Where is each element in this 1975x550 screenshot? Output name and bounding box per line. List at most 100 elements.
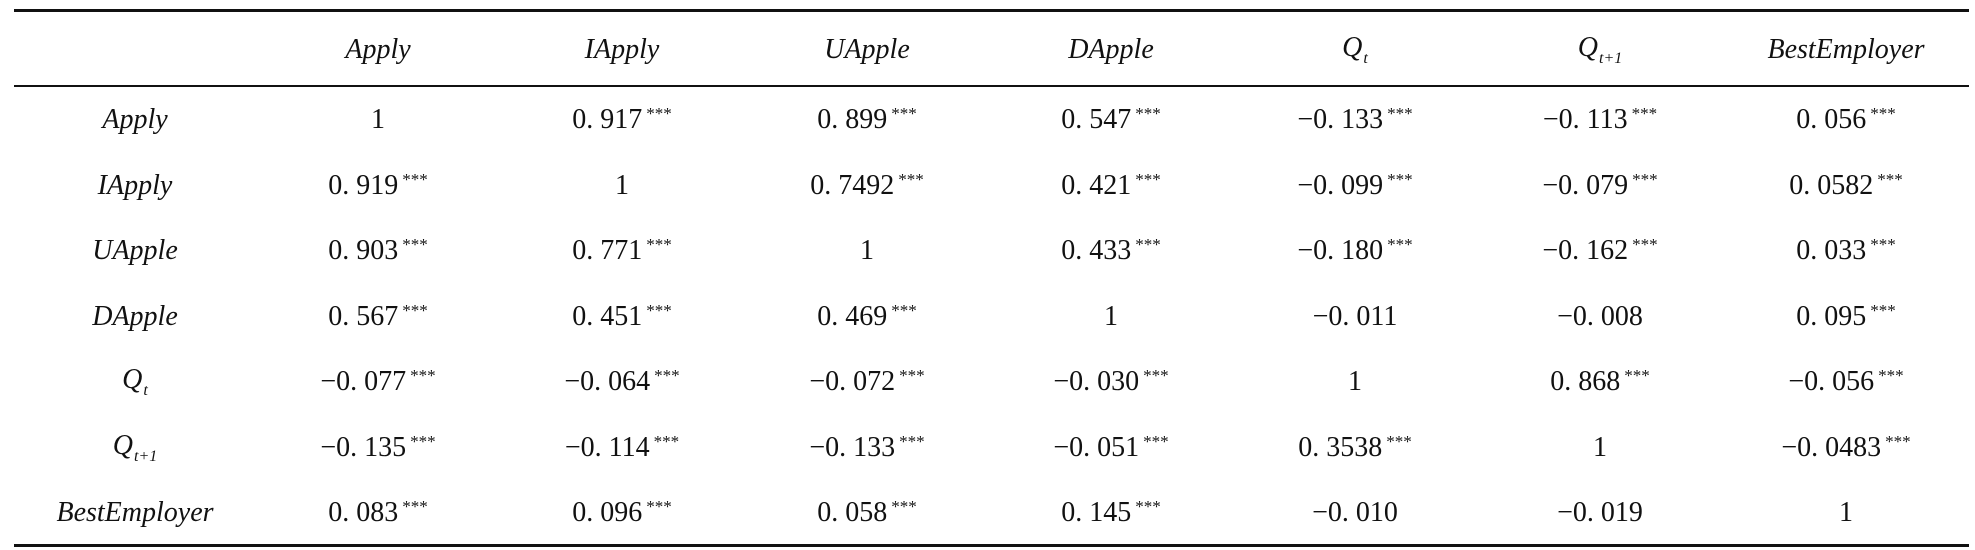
subscript: t bbox=[143, 382, 148, 399]
cell-text: −0. 051 bbox=[1053, 431, 1140, 463]
significance: *** bbox=[646, 235, 672, 254]
cell: 0. 056 *** bbox=[1796, 104, 1896, 136]
significance: *** bbox=[1632, 169, 1658, 189]
cell-text: 0. 095 bbox=[1796, 300, 1867, 332]
cell-text: Q bbox=[1342, 32, 1363, 63]
significance: *** bbox=[1143, 366, 1169, 385]
significance: *** bbox=[1631, 104, 1658, 123]
row-label: Qt+1 bbox=[113, 430, 157, 466]
cell-text: −0. 180 bbox=[1297, 235, 1384, 266]
cell: 0. 771 *** bbox=[572, 235, 672, 267]
cell: 0. 421 *** bbox=[1061, 170, 1161, 202]
cell-text: −0. 077 bbox=[320, 366, 407, 397]
significance: *** bbox=[1135, 169, 1161, 189]
cell: −0. 019 bbox=[1557, 497, 1643, 528]
cell-text: −0. 030 bbox=[1053, 366, 1140, 397]
cell: 1 bbox=[860, 235, 874, 266]
cell-text: 0. 145 bbox=[1061, 497, 1132, 528]
cell-text: 0. 469 bbox=[817, 300, 888, 332]
cell-text: −0. 135 bbox=[320, 431, 407, 463]
cell: 1 bbox=[1104, 300, 1118, 332]
cell: 0. 919 *** bbox=[328, 170, 428, 202]
cell: −0. 099 *** bbox=[1297, 170, 1412, 202]
cell: 1 bbox=[371, 104, 385, 135]
significance: *** bbox=[402, 497, 428, 516]
significance: *** bbox=[646, 104, 672, 123]
cell: 0. 433 *** bbox=[1061, 235, 1161, 267]
cell: 0. 145 *** bbox=[1061, 497, 1161, 529]
cell: −0. 072 *** bbox=[809, 366, 924, 398]
cell-text: −0. 099 bbox=[1297, 169, 1384, 201]
significance: *** bbox=[899, 431, 925, 451]
cell: 0. 451 *** bbox=[572, 301, 672, 333]
cell-text: 0. 771 bbox=[572, 235, 643, 266]
significance: *** bbox=[891, 300, 917, 320]
cell: 0. 7492 *** bbox=[810, 170, 924, 202]
cell-text: 0. 3538 bbox=[1298, 431, 1383, 463]
cell: −0. 011 bbox=[1312, 300, 1398, 332]
cell: 0. 058 *** bbox=[817, 497, 917, 529]
cell: 0. 899 *** bbox=[817, 104, 917, 136]
cell: −0. 008 bbox=[1557, 300, 1643, 332]
significance: *** bbox=[410, 431, 436, 451]
cell-text: 0. 033 bbox=[1796, 235, 1867, 266]
row-label: Qt bbox=[122, 364, 148, 400]
significance: *** bbox=[891, 497, 917, 516]
cell: 0. 469 *** bbox=[817, 301, 917, 333]
cell: 0. 096 *** bbox=[572, 497, 672, 529]
column-header: Qt bbox=[1342, 32, 1368, 68]
significance: *** bbox=[1143, 431, 1169, 451]
significance: *** bbox=[1135, 104, 1161, 123]
significance: *** bbox=[654, 366, 680, 385]
cell: 0. 3538 *** bbox=[1298, 432, 1412, 464]
row-label: UApple bbox=[92, 235, 178, 266]
cell: 0. 567 *** bbox=[328, 301, 428, 333]
significance: *** bbox=[402, 169, 428, 189]
cell-text: 0. 547 bbox=[1061, 104, 1132, 135]
significance: *** bbox=[898, 169, 924, 189]
significance: *** bbox=[899, 366, 925, 385]
cell-text: 0. 421 bbox=[1061, 169, 1132, 201]
significance: *** bbox=[402, 300, 428, 320]
cell-text: −0. 056 bbox=[1788, 366, 1875, 397]
cell: 1 bbox=[1348, 366, 1362, 397]
column-header: UApple bbox=[824, 34, 910, 65]
cell: 1 bbox=[615, 169, 629, 201]
significance: *** bbox=[1387, 169, 1413, 189]
cell-text: 0. 903 bbox=[328, 235, 399, 266]
cell: 1 bbox=[1839, 497, 1853, 528]
cell-text: −0. 064 bbox=[564, 366, 651, 397]
subscript: t bbox=[1363, 50, 1368, 67]
cell: 0. 868 *** bbox=[1550, 366, 1650, 398]
significance: *** bbox=[1877, 169, 1903, 189]
row-label: Apply bbox=[102, 104, 168, 135]
cell: −0. 079 *** bbox=[1542, 170, 1657, 202]
cell: −0. 010 bbox=[1312, 497, 1398, 528]
top-rule bbox=[14, 9, 1969, 12]
subscript: t+1 bbox=[1598, 50, 1623, 67]
cell-text: 0. 7492 bbox=[810, 169, 895, 201]
column-header: BestEmployer bbox=[1767, 34, 1925, 65]
significance: *** bbox=[1870, 104, 1896, 123]
cell-text: −0. 133 bbox=[1297, 104, 1384, 135]
column-header: DApple bbox=[1068, 34, 1154, 65]
significance: *** bbox=[402, 235, 428, 254]
significance: *** bbox=[1387, 235, 1413, 254]
cell-text: 0. 451 bbox=[572, 300, 643, 332]
cell: −0. 030 *** bbox=[1053, 366, 1168, 398]
cell-text: 0. 096 bbox=[572, 497, 643, 528]
significance: *** bbox=[646, 497, 672, 516]
cell: −0. 077 *** bbox=[320, 366, 435, 398]
cell: −0. 133 *** bbox=[1297, 104, 1412, 136]
cell: 0. 095 *** bbox=[1796, 301, 1896, 333]
cell-text: −0. 114 bbox=[564, 431, 650, 463]
cell-text: 0. 919 bbox=[328, 169, 399, 201]
cell-text: 0. 868 bbox=[1550, 366, 1621, 397]
significance: *** bbox=[1870, 235, 1896, 254]
significance: *** bbox=[1135, 497, 1161, 516]
significance: *** bbox=[1135, 235, 1161, 254]
cell: 0. 903 *** bbox=[328, 235, 428, 267]
cell: −0. 113 *** bbox=[1543, 104, 1657, 136]
cell: −0. 114 *** bbox=[565, 432, 679, 464]
significance: *** bbox=[1387, 104, 1413, 123]
